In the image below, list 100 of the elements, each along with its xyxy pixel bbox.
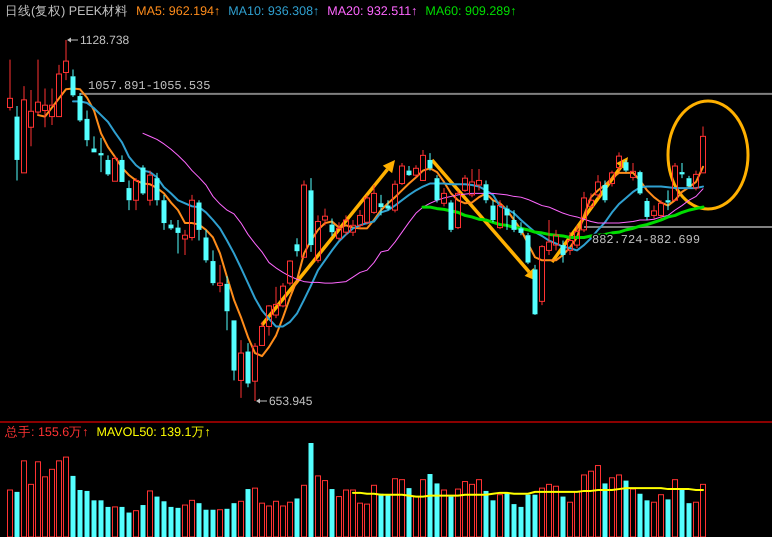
candlestick bbox=[630, 162, 636, 181]
text: MA60: 909.289↑ bbox=[425, 4, 516, 18]
bar bbox=[70, 476, 76, 537]
bar bbox=[120, 506, 124, 537]
candlestick bbox=[92, 136, 96, 152]
bar bbox=[176, 508, 180, 537]
bar bbox=[428, 474, 432, 537]
candlestick bbox=[638, 170, 642, 196]
bar bbox=[518, 506, 524, 537]
candlestick bbox=[70, 68, 76, 98]
bar bbox=[448, 496, 454, 537]
candlestick bbox=[532, 264, 538, 316]
bar bbox=[308, 443, 314, 537]
bar bbox=[434, 483, 440, 537]
candlestick bbox=[246, 342, 250, 388]
candlestick bbox=[322, 208, 328, 226]
candlestick bbox=[154, 172, 160, 206]
bar bbox=[686, 503, 692, 537]
bar bbox=[92, 500, 96, 537]
bar bbox=[512, 504, 516, 537]
annotation: 1128.738 bbox=[80, 33, 130, 47]
annotation: 653.945 bbox=[269, 394, 313, 408]
candlestick bbox=[140, 164, 146, 196]
candlestick bbox=[78, 92, 82, 122]
text: MAVOL50: 139.1万↑ bbox=[96, 425, 211, 439]
candlestick bbox=[98, 137, 104, 173]
bar bbox=[106, 506, 110, 537]
bar bbox=[638, 494, 642, 537]
bar bbox=[624, 480, 628, 537]
bar bbox=[78, 490, 82, 537]
candlestick bbox=[602, 180, 608, 204]
text: MA10: 936.308↑ bbox=[228, 4, 320, 18]
candlestick bbox=[308, 178, 314, 252]
candlestick bbox=[526, 232, 530, 265]
candlestick bbox=[644, 197, 650, 220]
candlestick bbox=[126, 180, 132, 211]
bar bbox=[526, 494, 530, 537]
bar bbox=[406, 488, 412, 537]
candlestick bbox=[294, 238, 300, 257]
bar bbox=[224, 508, 230, 537]
candlestick bbox=[490, 200, 496, 223]
text: MA5: 962.194↑ bbox=[136, 4, 220, 18]
bar bbox=[84, 490, 90, 537]
candlestick bbox=[518, 222, 524, 236]
candlestick bbox=[210, 250, 216, 286]
bar bbox=[378, 494, 384, 537]
candlestick bbox=[238, 340, 244, 398]
ref-line-label: 1057.891-1055.535 bbox=[88, 78, 210, 93]
bar bbox=[126, 512, 132, 537]
candlestick bbox=[680, 162, 684, 179]
bar bbox=[140, 505, 146, 537]
bar bbox=[490, 500, 496, 537]
bar bbox=[154, 496, 160, 537]
candlestick bbox=[700, 126, 706, 174]
bar bbox=[386, 494, 390, 537]
bar bbox=[666, 499, 670, 537]
candlestick bbox=[441, 188, 447, 207]
candlestick bbox=[330, 218, 334, 236]
candlestick bbox=[666, 190, 670, 211]
bar bbox=[680, 488, 684, 537]
candlestick bbox=[484, 180, 488, 204]
chart-title: 日线(复权) PEEK材料 bbox=[5, 4, 128, 18]
candlestick bbox=[504, 205, 510, 230]
bar bbox=[196, 503, 202, 537]
bar bbox=[602, 483, 608, 537]
candlestick bbox=[595, 174, 601, 198]
bar bbox=[330, 489, 334, 537]
candlestick bbox=[106, 154, 110, 176]
candlestick bbox=[512, 210, 516, 233]
ref-line-label: 882.724-882.699 bbox=[592, 233, 700, 248]
candlestick bbox=[14, 105, 20, 181]
bar bbox=[532, 494, 538, 537]
candlestick bbox=[392, 180, 398, 213]
candlestick bbox=[428, 152, 432, 172]
bar bbox=[162, 501, 166, 537]
candlestick bbox=[217, 264, 223, 293]
candlestick bbox=[434, 174, 440, 204]
bar bbox=[98, 500, 104, 537]
candlestick bbox=[204, 229, 208, 264]
candlestick bbox=[406, 166, 412, 176]
bar bbox=[210, 510, 216, 537]
candlestick bbox=[133, 178, 139, 211]
candlestick bbox=[224, 276, 230, 331]
bar bbox=[204, 510, 208, 537]
bar bbox=[246, 489, 250, 537]
candlestick bbox=[176, 220, 180, 254]
candlestick bbox=[560, 240, 566, 264]
candlestick bbox=[448, 200, 454, 233]
candlestick bbox=[7, 59, 13, 112]
candlestick bbox=[162, 194, 166, 230]
candlestick bbox=[624, 159, 628, 173]
candlestick bbox=[693, 170, 699, 191]
bar bbox=[644, 500, 650, 537]
bar bbox=[232, 503, 236, 537]
candlestick bbox=[386, 200, 390, 211]
bar bbox=[168, 506, 174, 537]
candlestick bbox=[84, 110, 90, 147]
bar bbox=[504, 492, 510, 537]
bar bbox=[560, 496, 566, 537]
bar bbox=[14, 492, 20, 537]
